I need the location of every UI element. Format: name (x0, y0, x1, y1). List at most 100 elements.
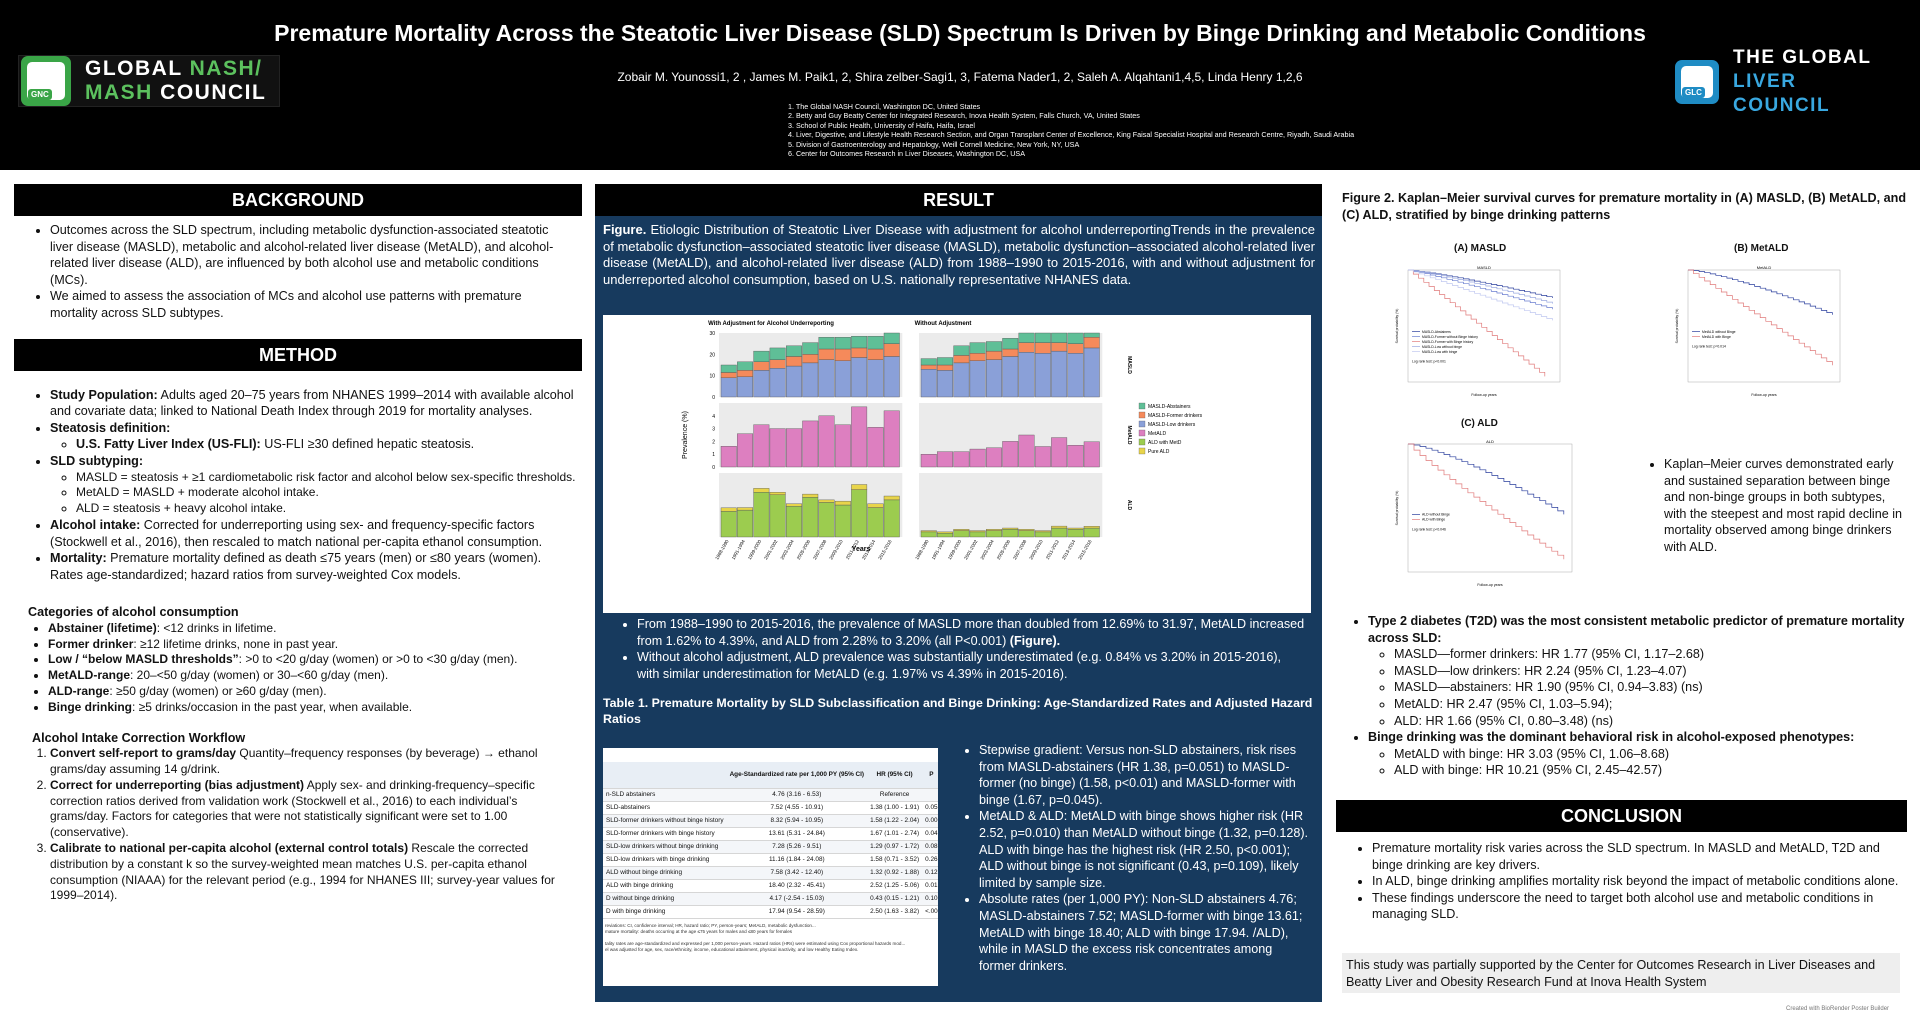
bar-segment (802, 497, 819, 538)
bar-segment (851, 357, 868, 398)
prevalence-chart: With Adjustment for Alcohol Underreporti… (682, 321, 1203, 561)
bar-segment (834, 504, 851, 538)
km-x-label: Follow-up years (1477, 583, 1503, 587)
affiliation-item: 5. Division of Gastroenterology and Hepa… (788, 139, 1080, 149)
bar-segment (883, 356, 900, 398)
bar-segment (785, 503, 802, 507)
table-cell: 4.76 (3.16 - 6.53) (726, 788, 868, 802)
facet-label: ALD (1126, 500, 1132, 511)
table-cell: D without binge drinking (603, 892, 727, 906)
category-item: ALD-range: ≥50 g/day (women) or ≥60 g/da… (48, 684, 582, 700)
bar-segment (769, 494, 786, 538)
x-tick-label: 1988-1990 (714, 539, 730, 561)
method-label: U.S. Fatty Liver Index (US-FLI): (76, 437, 261, 452)
table-header-cell (603, 762, 727, 789)
method-sub-bullet: U.S. Fatty Liver Index (US-FLI): US-FLI … (76, 436, 576, 453)
panel-title: Without Adjustment (915, 321, 972, 327)
footer-credit: Created with BioRender Poster Builder (1786, 1006, 1890, 1012)
conclusion-bullet: In ALD, binge drinking amplifies mortali… (1372, 873, 1906, 890)
table-row: D without binge drinking 4.17 (-2.54 - 15… (603, 892, 938, 906)
result-right-bullet: MetALD & ALD: MetALD with binge shows hi… (979, 808, 1312, 891)
facet-label: MASLD (1126, 356, 1132, 374)
bar-segment (818, 502, 835, 538)
bar-segment (785, 365, 802, 398)
bar-segment (986, 529, 1002, 531)
km-curve (1408, 269, 1553, 310)
table-cell: 4.17 (-2.54 - 15.03) (726, 892, 868, 906)
table-cell: 8.32 (5.94 - 10.95) (726, 814, 868, 828)
bar-segment (867, 336, 884, 350)
km-chart-ald: ALD Follow-up years Survival probability (… (1392, 436, 1584, 592)
method-label: Alcohol intake: (50, 517, 141, 532)
bar-segment (953, 362, 970, 398)
legend-label: MASLD-Abstainers (1148, 404, 1191, 410)
bar-segment (785, 506, 802, 538)
method-label: Steatosis definition: (50, 420, 171, 435)
bar-segment (1018, 434, 1035, 468)
y-tick-label: 1 (712, 452, 715, 458)
prevalence-figure: With Adjustment for Alcohol Underreporti… (603, 315, 1311, 613)
bar-segment (785, 345, 802, 357)
table-cell: 17.94 (9.54 - 28.59) (726, 905, 868, 919)
bar-segment (920, 364, 937, 370)
bar-segment (1067, 445, 1084, 468)
bar-segment (1067, 343, 1084, 354)
table-footnotes: reviations: CI, confidence interval; HR,… (605, 922, 906, 953)
bar-segment (986, 350, 1002, 360)
km-curve (1408, 269, 1553, 321)
bar-segment (1002, 338, 1019, 350)
km-y-label: Survival probability (%) (1395, 491, 1399, 526)
bar-segment (720, 511, 737, 538)
category-item: Low / “below MASLD thresholds”: >0 to <2… (48, 652, 582, 668)
bar-segment (1002, 356, 1019, 398)
bar-segment (937, 370, 953, 398)
legend-swatch (1138, 402, 1146, 410)
km-curve (1688, 269, 1833, 315)
gnc-badge-text: GNC (28, 89, 52, 100)
figure-caption-label: Figure. (603, 222, 647, 237)
result-right-bullets: Stepwise gradient: Versus non-SLD abstai… (957, 742, 1312, 974)
bar-segment (867, 348, 884, 360)
bar-segment (937, 451, 953, 468)
km-legend-label: MASLD-Abstainers (1422, 330, 1451, 334)
legend-label: ALD with MetD (1148, 440, 1182, 446)
y-tick-label: 0 (712, 465, 715, 471)
bar-segment (1051, 332, 1068, 343)
bar-segment (1034, 531, 1051, 538)
bar-segment (883, 410, 900, 468)
x-tick-label: 2015-2016 (877, 539, 893, 561)
bar-segment (969, 530, 986, 533)
bar-segment (818, 415, 835, 468)
km-y-label: Survival probability (%) (1395, 309, 1399, 344)
km-legend-label: MASLD-Former without Binge history (1422, 335, 1478, 339)
logo-left-line2b: COUNCIL (160, 81, 267, 104)
table-title: Table 1. Premature Mortality by SLD Subc… (603, 696, 1313, 726)
bar-segment (1034, 332, 1051, 343)
predictor-list: Type 2 diabetes (T2D) was the most consi… (1346, 613, 1906, 779)
affiliation-list: 1. The Global NASH Council, Washington D… (788, 102, 1354, 158)
table-cell: 1.32 (0.92 - 1.88) (867, 866, 923, 880)
predictor-bullet: Binge drinking was the dominant behavior… (1368, 729, 1906, 779)
km-inner-title: MASLD (1477, 265, 1491, 270)
table-cell: 13.61 (5.31 - 24.84) (726, 827, 868, 841)
bar-segment (834, 348, 851, 361)
bar-segment (953, 530, 970, 538)
km-curve (1408, 269, 1553, 298)
bar-segment (1083, 527, 1100, 538)
workflow-step: Calibrate to national per-capita alcohol… (50, 841, 578, 904)
x-tick-label: 2003-2004 (980, 539, 996, 561)
bar-segment (785, 428, 802, 468)
bar-segment (753, 350, 770, 363)
table-cell: 0.43 (0.15 - 1.21) (867, 892, 923, 906)
y-tick-label: 4 (712, 414, 715, 420)
glc-badge-icon: GLC (1675, 60, 1719, 104)
table-row: SLD-abstainers 7.52 (4.55 - 10.91) 1.38 (1… (603, 801, 938, 815)
facet-panel-bg (919, 473, 1103, 537)
bar-segment (1018, 530, 1035, 538)
table-cell: ALD with binge drinking (603, 879, 727, 893)
table-header-cell: P (922, 762, 938, 789)
method-text: Premature mortality defined as death ≤75… (50, 551, 542, 582)
y-tick-label: 10 (709, 374, 715, 380)
logo-right-line2: LIVER COUNCIL (1733, 71, 1831, 116)
y-tick-label: 30 (709, 331, 715, 337)
